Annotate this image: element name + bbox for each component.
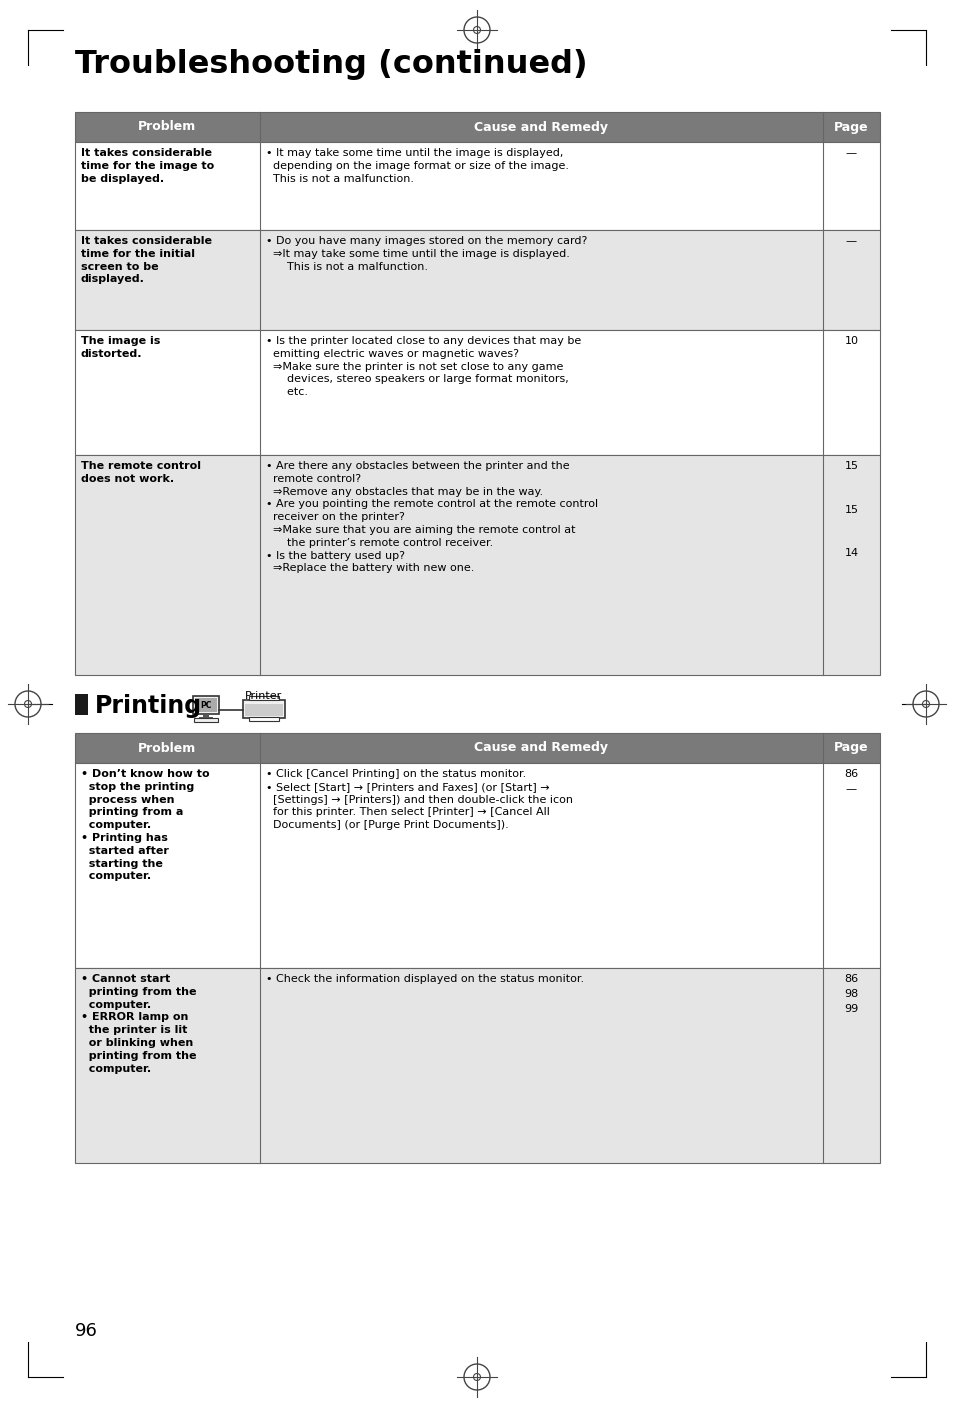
Text: • Cannot start
  printing from the
  computer.
• ERROR lamp on
  the printer is : • Cannot start printing from the compute… <box>81 974 196 1074</box>
Bar <box>193 696 219 713</box>
Text: Cause and Remedy: Cause and Remedy <box>474 121 608 134</box>
Text: Page: Page <box>833 741 868 754</box>
Bar <box>199 718 213 719</box>
Text: The remote control
does not work.: The remote control does not work. <box>81 461 201 484</box>
Bar <box>75 229 879 331</box>
Bar <box>243 701 285 718</box>
Text: • It may take some time until the image is displayed,
  depending on the image f: • It may take some time until the image … <box>266 148 568 183</box>
Text: • Check the information displayed on the status monitor.: • Check the information displayed on the… <box>266 974 583 983</box>
Text: • Is the printer located close to any devices that may be
  emitting electric wa: • Is the printer located close to any de… <box>266 336 580 397</box>
Bar <box>249 718 278 720</box>
Text: Printer: Printer <box>245 691 282 701</box>
Text: • Click [Cancel Printing] on the status monitor.
• Select [Start] → [Printers an: • Click [Cancel Printing] on the status … <box>266 770 573 830</box>
Text: • Do you have many images stored on the memory card?
  ⇒It may take some time un: • Do you have many images stored on the … <box>266 236 587 272</box>
Text: 15: 15 <box>843 505 858 515</box>
Bar <box>194 698 216 712</box>
Text: It takes considerable
time for the initial
screen to be
displayed.: It takes considerable time for the initi… <box>81 236 212 284</box>
Text: PC: PC <box>200 701 212 709</box>
Text: • Don’t know how to
  stop the printing
  process when
  printing from a
  compu: • Don’t know how to stop the printing pr… <box>81 770 210 881</box>
Bar <box>75 733 879 763</box>
Text: —: — <box>845 236 856 246</box>
Bar <box>203 713 209 718</box>
Text: Troubleshooting (continued): Troubleshooting (continued) <box>75 49 587 80</box>
Bar <box>75 763 879 968</box>
Bar <box>75 142 879 229</box>
Bar <box>75 454 879 675</box>
Text: Problem: Problem <box>138 121 196 134</box>
Bar <box>75 331 879 454</box>
Text: 15: 15 <box>843 461 858 471</box>
Text: 10: 10 <box>843 336 858 346</box>
Text: It takes considerable
time for the image to
be displayed.: It takes considerable time for the image… <box>81 148 214 183</box>
Text: 96: 96 <box>75 1323 98 1339</box>
Text: The image is
distorted.: The image is distorted. <box>81 336 160 359</box>
Text: Page: Page <box>833 121 868 134</box>
Text: 86
98
99: 86 98 99 <box>843 974 858 1013</box>
Text: 14: 14 <box>843 549 858 559</box>
Bar <box>75 968 879 1164</box>
Text: 86
—: 86 — <box>843 770 858 794</box>
Bar <box>245 704 283 716</box>
Text: Cause and Remedy: Cause and Remedy <box>474 741 608 754</box>
Bar <box>75 694 88 715</box>
Bar <box>249 696 278 701</box>
Bar <box>193 718 218 722</box>
Text: • Are there any obstacles between the printer and the
  remote control?
  ⇒Remov: • Are there any obstacles between the pr… <box>266 461 598 574</box>
Text: Printing: Printing <box>95 694 202 718</box>
Bar <box>75 113 879 142</box>
Text: —: — <box>845 148 856 158</box>
Text: Problem: Problem <box>138 741 196 754</box>
